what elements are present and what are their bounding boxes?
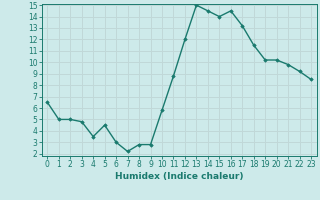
X-axis label: Humidex (Indice chaleur): Humidex (Indice chaleur) [115,172,244,181]
